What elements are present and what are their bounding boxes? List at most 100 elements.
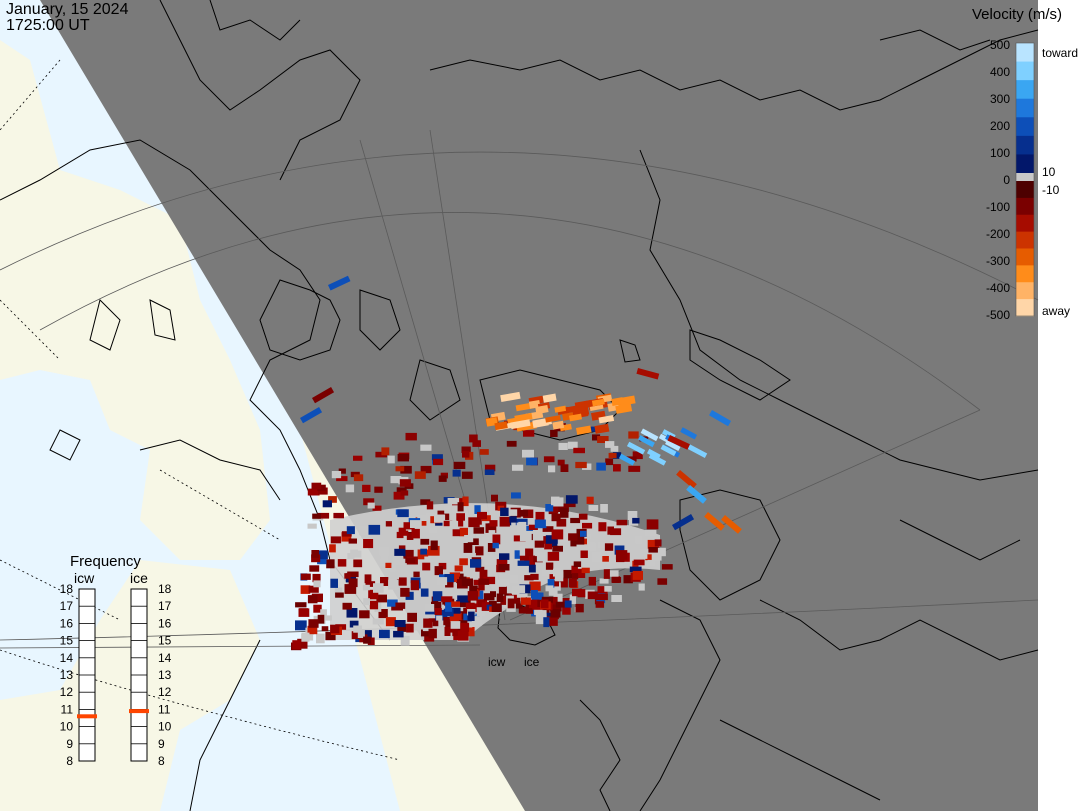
echo-cell: [413, 623, 424, 631]
echo-cell: [477, 511, 487, 520]
echo-cell: [461, 471, 473, 479]
echo-cell: [413, 571, 420, 578]
echo-cell: [428, 628, 437, 639]
echo-cell: [596, 593, 608, 601]
echo-cell: [300, 573, 311, 580]
echo-cell: [318, 487, 328, 495]
echo-cell: [331, 471, 342, 479]
echo-cell: [518, 606, 528, 614]
echo-cell: [449, 572, 461, 583]
echo-cell: [368, 524, 381, 535]
echo-cell: [431, 454, 443, 461]
echo-cell: [559, 532, 570, 542]
echo-cell: [569, 594, 576, 605]
colorbar-away-segment: [1016, 299, 1034, 317]
echo-cell: [545, 415, 561, 423]
velocity-tick-label: 500: [990, 38, 1010, 52]
echo-cell: [450, 621, 461, 629]
echo-cell: [444, 506, 452, 514]
echo-cell: [336, 476, 348, 482]
echo-cell: [519, 555, 529, 561]
echo-cell: [604, 543, 614, 551]
echo-cell: [657, 578, 668, 585]
echo-cell: [510, 419, 531, 430]
echo-cell: [500, 391, 521, 402]
echo-cell: [633, 559, 645, 566]
echo-cell: [471, 616, 482, 626]
echo-cell: [553, 568, 561, 577]
echo-cell: [496, 559, 508, 567]
echo-cell: [468, 611, 475, 621]
echo-cell: [545, 562, 554, 570]
echo-cell: [397, 509, 409, 518]
velocity-tick-label: 0: [1003, 173, 1010, 187]
echo-cell: [320, 609, 327, 616]
frequency-tick-label: 16: [158, 616, 172, 630]
echo-cell: [397, 623, 407, 632]
echo-cell: [363, 498, 375, 506]
echo-cell: [611, 576, 622, 583]
echo-cell: [511, 492, 521, 499]
echo-cell: [367, 637, 375, 645]
echo-cell: [297, 638, 308, 649]
echo-cell: [572, 573, 579, 580]
frequency-gauges: 18 17 16 15 14 13 12 11 10 9 8 18 17 16 15 14 13 12 11 10 9 8: [60, 582, 172, 768]
echo-cell: [648, 547, 660, 553]
echo-cell: [321, 626, 329, 632]
colorbar-away-segment: [1016, 214, 1034, 233]
echo-cell: [307, 595, 318, 604]
echo-cell: [528, 524, 538, 530]
echo-cell: [626, 441, 646, 455]
echo-cell: [603, 569, 610, 579]
velocity-neg-threshold: -10: [1042, 183, 1060, 197]
echo-cell: [573, 534, 585, 545]
frequency-tick-label: 18: [60, 582, 74, 596]
echo-cell: [372, 505, 382, 511]
echo-cell: [499, 579, 510, 585]
echo-cell: [598, 522, 607, 532]
echo-cell: [407, 612, 417, 622]
echo-cell: [295, 620, 307, 631]
echo-cell: [348, 538, 357, 544]
echo-cell: [390, 476, 402, 484]
echo-cell: [333, 512, 344, 519]
echo-cell: [499, 516, 510, 527]
echo-cell: [334, 587, 343, 597]
frequency-tick-label: 17: [158, 599, 172, 613]
echo-cell: [467, 591, 479, 601]
echo-cell: [414, 471, 426, 479]
velocity-title: Velocity (m/s): [972, 6, 1062, 23]
echo-cell: [514, 550, 524, 559]
colorbar-away-segment: [1016, 282, 1034, 300]
echo-streak: [704, 511, 725, 531]
echo-cell: [342, 602, 352, 610]
echo-cell: [449, 520, 459, 529]
echo-cell: [367, 502, 375, 509]
daylight-land-south: [0, 560, 260, 811]
echo-streak: [328, 275, 351, 291]
echo-cell: [388, 579, 399, 590]
echo-cell: [387, 455, 395, 464]
echo-cell: [535, 614, 547, 625]
echo-cell: [557, 459, 565, 466]
echo-cell: [400, 635, 410, 646]
echo-cell: [387, 599, 398, 607]
echo-cell: [615, 403, 633, 414]
echo-cell: [420, 465, 432, 474]
frequency-tick-label: 10: [158, 720, 172, 734]
echo-cell: [623, 575, 633, 584]
echo-cell: [488, 530, 496, 539]
echo-cell: [389, 562, 396, 572]
echo-cell: [317, 512, 330, 519]
beam-label-ice: ice: [524, 655, 540, 669]
frequency-title: Frequency: [70, 553, 141, 570]
echo-cell: [531, 590, 538, 599]
echo-cell: [562, 604, 571, 615]
echo-cell: [600, 504, 608, 513]
velocity-tick-label: 100: [990, 146, 1010, 160]
echo-cell: [461, 446, 471, 453]
frequency-marker-icw: [77, 714, 97, 719]
echo-cell: [588, 426, 597, 432]
echo-cell: [393, 491, 405, 500]
echo-cell: [512, 587, 523, 595]
